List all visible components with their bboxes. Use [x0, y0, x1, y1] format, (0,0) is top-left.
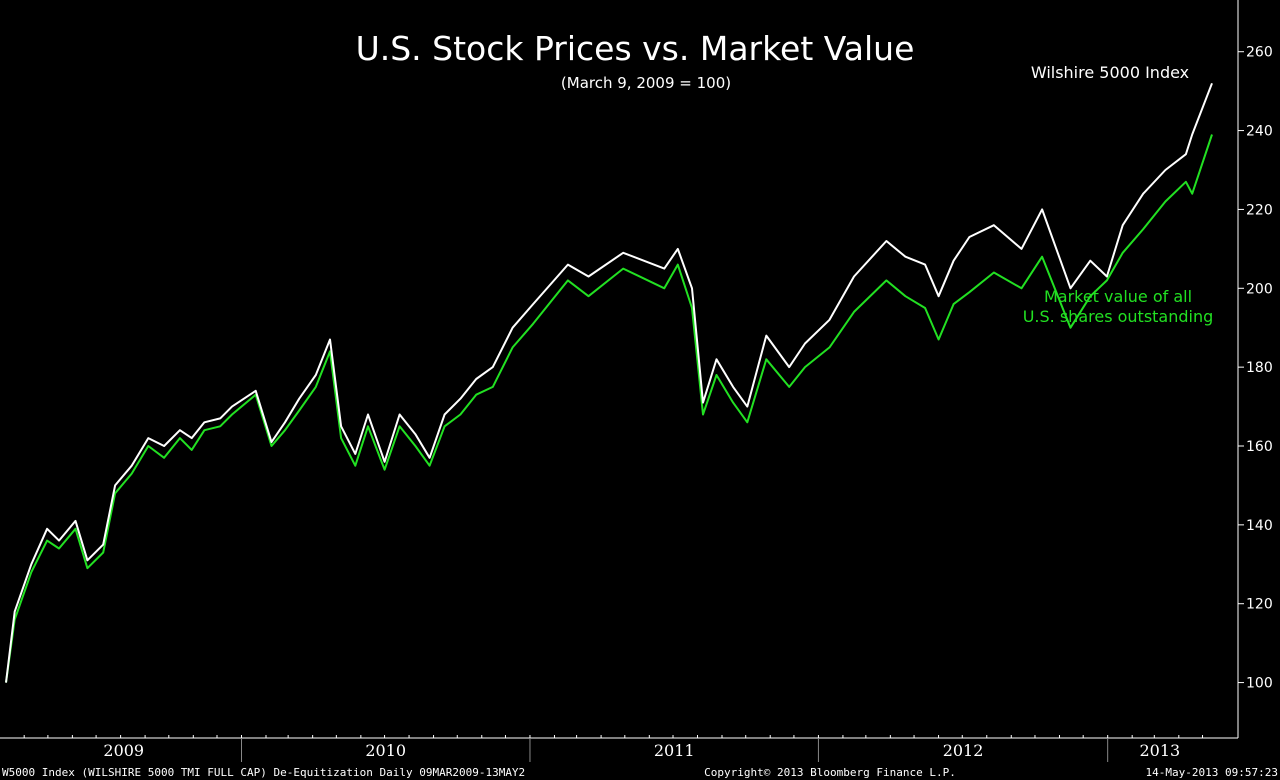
x-tick-label: 2012 [943, 741, 984, 760]
x-tick-label: 2011 [654, 741, 695, 760]
x-tick-label: 2009 [103, 741, 144, 760]
y-tick-label: 240 [1246, 124, 1273, 140]
y-tick-label: 220 [1246, 202, 1273, 218]
market-value-series-label-line1: Market value of all [1044, 287, 1192, 306]
x-tick-label: 2010 [365, 741, 406, 760]
plot-area: 100 120 140 160 180 200 220 240 260 2009 2010 2011 2… [0, 0, 1273, 762]
y-tick-label: 180 [1246, 360, 1273, 376]
y-tick-label: 260 [1246, 45, 1273, 61]
chart-subtitle: (March 9, 2009 = 100) [561, 74, 731, 92]
wilshire-5000-line [5, 82, 1213, 683]
footer-source: W5000 Index (WILSHIRE 5000 TMI FULL CAP)… [2, 766, 525, 779]
market-value-line [5, 134, 1213, 683]
y-tick-label: 160 [1246, 439, 1273, 455]
y-tick-label: 200 [1246, 281, 1273, 297]
y-tick-label: 100 [1246, 676, 1273, 692]
y-tick-label: 140 [1246, 518, 1273, 534]
y-tick-label: 120 [1246, 597, 1273, 613]
x-tick-label: 2013 [1139, 741, 1180, 760]
market-value-series-label-line2: U.S. shares outstanding [1023, 307, 1214, 326]
chart-title: U.S. Stock Prices vs. Market Value [356, 29, 915, 68]
footer-timestamp: 14-May-2013 09:57:23 [1146, 766, 1278, 779]
wilshire-series-label: Wilshire 5000 Index [1031, 63, 1189, 82]
footer-copyright: Copyright© 2013 Bloomberg Finance L.P. [704, 766, 956, 779]
